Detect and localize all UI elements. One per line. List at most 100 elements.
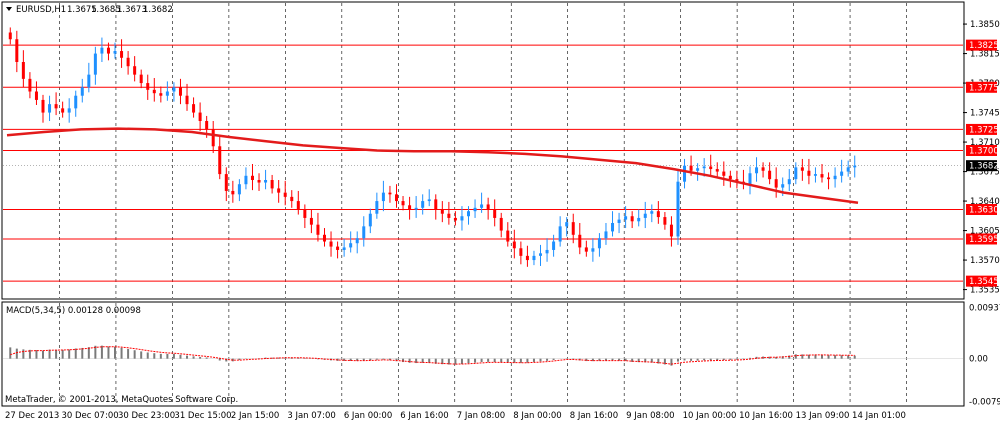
candle-body — [774, 179, 778, 188]
candle-body — [669, 224, 673, 237]
candle — [185, 83, 189, 111]
candle-body — [48, 104, 52, 113]
candle — [336, 241, 340, 259]
candle — [21, 50, 25, 88]
candle — [100, 37, 104, 62]
candle — [676, 169, 680, 245]
candle — [800, 158, 804, 181]
price-pane-frame[interactable] — [1, 1, 965, 300]
candle — [349, 231, 353, 253]
level-price-box — [966, 233, 997, 245]
candle — [146, 74, 150, 100]
candle — [113, 42, 117, 59]
candle — [539, 244, 543, 266]
time-tick-label: 9 Jan 08:00 — [626, 411, 674, 421]
candle — [237, 179, 241, 202]
ohlc-high: 1.3685 — [91, 5, 121, 15]
candle — [846, 160, 850, 177]
candle — [427, 189, 431, 207]
candle — [414, 196, 418, 218]
candle-body — [296, 201, 300, 210]
candle-body — [21, 62, 25, 79]
candle — [833, 167, 837, 188]
candle — [813, 167, 817, 183]
candle-body — [617, 219, 621, 223]
candle-body — [270, 180, 274, 189]
time-tick-label: 31 Dec 15:00 — [174, 411, 231, 421]
candle-body — [493, 209, 497, 218]
candle-body — [329, 241, 333, 247]
candle-body — [355, 238, 359, 244]
candle-body — [539, 253, 543, 256]
candle-body — [637, 217, 641, 222]
price-tick-label: 1.3675 — [970, 168, 1000, 178]
candle — [650, 204, 654, 223]
candle — [571, 213, 575, 244]
symbol-header: EURUSD,H1 1.3675 1.3685 1.3673 1.3682 — [6, 5, 173, 15]
time-tick-label: 27 Dec 2013 — [5, 411, 59, 421]
macd-label: MACD(5,34,5) 0.00128 0.00098 — [6, 306, 141, 316]
candle-body — [264, 180, 268, 183]
candle — [309, 209, 313, 234]
candle — [61, 101, 65, 118]
price-tick-label: 1.3535 — [970, 286, 1000, 296]
candle — [525, 245, 529, 267]
candle-body — [290, 196, 294, 202]
candle-body — [702, 166, 706, 169]
level-price-label: 1.3725 — [969, 125, 999, 135]
level-price-box — [966, 145, 997, 156]
macd-pane-frame[interactable] — [1, 301, 965, 407]
candle — [807, 158, 811, 185]
candle — [578, 222, 582, 255]
candle — [473, 199, 477, 218]
candle-body — [100, 47, 104, 54]
candle — [774, 167, 778, 198]
candle-body — [126, 57, 130, 67]
candle-body — [853, 165, 857, 168]
current-price-label: 1.3682 — [969, 162, 999, 172]
candle-body — [342, 247, 346, 250]
candle — [624, 206, 628, 229]
candle — [558, 216, 562, 247]
candle — [565, 217, 569, 237]
candle-body — [611, 222, 615, 232]
candle-body — [205, 121, 209, 130]
candle-body — [93, 53, 97, 75]
candle — [290, 190, 294, 208]
candle — [120, 39, 124, 68]
candle — [224, 167, 228, 202]
candle — [165, 81, 169, 101]
candle-body — [827, 177, 831, 180]
candle — [388, 185, 392, 203]
watermark: MetaTrader, © 2001-2013, MetaQuotes Soft… — [5, 395, 238, 405]
candle-body — [676, 181, 680, 237]
candle — [696, 163, 700, 181]
candle-body — [571, 222, 575, 235]
candle-body — [401, 201, 405, 206]
time-tick-label: 30 Dec 07:00 — [61, 411, 118, 421]
candle — [329, 231, 333, 257]
level-price-label: 1.3630 — [969, 206, 999, 216]
candle — [840, 159, 844, 183]
candle — [244, 167, 248, 190]
candle — [460, 206, 464, 231]
candle-body — [460, 216, 464, 221]
price-tick-label: 1.3745 — [970, 109, 1000, 119]
dropdown-arrow-icon[interactable] — [6, 7, 12, 11]
level-price-label: 1.3545 — [969, 277, 999, 287]
candle-body — [421, 201, 425, 208]
candle-body — [146, 83, 150, 90]
candle-body — [237, 184, 241, 195]
candle — [15, 30, 19, 73]
candle-body — [408, 205, 412, 210]
candle — [453, 211, 457, 226]
level-price-box — [966, 123, 997, 135]
candle-body — [591, 248, 595, 252]
candle — [54, 92, 58, 116]
candle-body — [192, 104, 196, 113]
candle — [74, 90, 78, 117]
candle — [41, 94, 45, 123]
ma-line[interactable] — [6, 127, 859, 205]
